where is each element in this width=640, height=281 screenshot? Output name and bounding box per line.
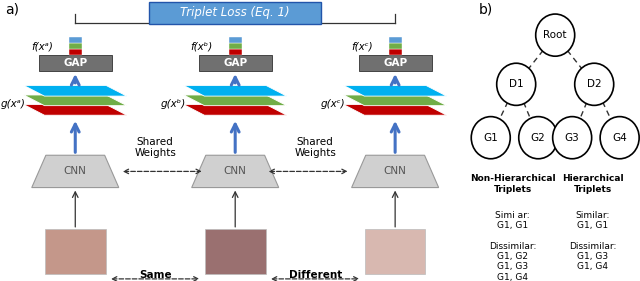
Text: Different
Group/Class: Different Group/Class bbox=[280, 270, 350, 281]
Bar bbox=[388, 43, 402, 49]
Text: GAP: GAP bbox=[383, 58, 407, 68]
Text: Hierarchical
Triplets: Hierarchical Triplets bbox=[562, 174, 623, 194]
Text: GAP: GAP bbox=[223, 58, 247, 68]
Bar bbox=[228, 43, 242, 49]
Polygon shape bbox=[184, 95, 287, 106]
Ellipse shape bbox=[497, 63, 536, 105]
Polygon shape bbox=[344, 85, 447, 96]
Text: Dissimilar:
G1, G2
G1, G3
G1, G4: Dissimilar: G1, G2 G1, G3 G1, G4 bbox=[489, 242, 536, 281]
Polygon shape bbox=[344, 105, 447, 115]
Bar bbox=[39, 55, 112, 71]
FancyBboxPatch shape bbox=[365, 229, 426, 274]
Bar bbox=[199, 55, 271, 71]
Text: CNN: CNN bbox=[224, 166, 246, 176]
Text: Root: Root bbox=[543, 30, 567, 40]
Text: CNN: CNN bbox=[384, 166, 406, 176]
Text: D2: D2 bbox=[587, 79, 602, 89]
Text: f(xᵇ): f(xᵇ) bbox=[190, 41, 212, 51]
Bar bbox=[228, 49, 242, 55]
Text: G3: G3 bbox=[564, 133, 580, 143]
Polygon shape bbox=[24, 85, 127, 96]
Text: Triplet Loss (Eq. 1): Triplet Loss (Eq. 1) bbox=[180, 6, 290, 19]
Text: Non-Hierarchical
Triplets: Non-Hierarchical Triplets bbox=[470, 174, 556, 194]
Ellipse shape bbox=[471, 117, 510, 159]
Polygon shape bbox=[24, 95, 127, 106]
Text: CNN: CNN bbox=[64, 166, 86, 176]
Text: Dissimilar:
G1, G3
G1, G4: Dissimilar: G1, G3 G1, G4 bbox=[569, 242, 616, 271]
Text: a): a) bbox=[4, 3, 19, 17]
Text: Similar:
G1, G1: Similar: G1, G1 bbox=[575, 211, 610, 230]
FancyBboxPatch shape bbox=[149, 2, 321, 24]
Text: Shared
Weights: Shared Weights bbox=[294, 137, 336, 158]
Polygon shape bbox=[184, 105, 287, 115]
Text: b): b) bbox=[479, 3, 493, 17]
Text: g(xᶜ): g(xᶜ) bbox=[321, 99, 346, 109]
Text: D1: D1 bbox=[509, 79, 524, 89]
Text: Same
Group/Class: Same Group/Class bbox=[120, 270, 190, 281]
Bar bbox=[68, 37, 82, 43]
Polygon shape bbox=[344, 95, 447, 106]
Bar bbox=[228, 37, 242, 43]
Ellipse shape bbox=[519, 117, 557, 159]
FancyBboxPatch shape bbox=[45, 229, 106, 274]
Bar bbox=[388, 37, 402, 43]
Bar bbox=[68, 49, 82, 55]
Ellipse shape bbox=[575, 63, 614, 105]
Text: G1: G1 bbox=[483, 133, 498, 143]
Text: G2: G2 bbox=[531, 133, 546, 143]
Bar bbox=[358, 55, 431, 71]
Text: G4: G4 bbox=[612, 133, 627, 143]
Polygon shape bbox=[184, 85, 287, 96]
FancyBboxPatch shape bbox=[205, 229, 266, 274]
Polygon shape bbox=[24, 105, 127, 115]
Text: f(xᵃ): f(xᵃ) bbox=[31, 41, 52, 51]
Polygon shape bbox=[32, 155, 119, 188]
Bar bbox=[68, 43, 82, 49]
Polygon shape bbox=[351, 155, 438, 188]
Polygon shape bbox=[192, 155, 278, 188]
Text: f(xᶜ): f(xᶜ) bbox=[351, 41, 372, 51]
Text: g(xᵇ): g(xᵇ) bbox=[161, 99, 186, 109]
Text: g(xᵃ): g(xᵃ) bbox=[1, 99, 26, 109]
Text: GAP: GAP bbox=[63, 58, 87, 68]
Bar bbox=[388, 49, 402, 55]
Ellipse shape bbox=[553, 117, 591, 159]
Text: Shared
Weights: Shared Weights bbox=[134, 137, 176, 158]
Ellipse shape bbox=[536, 14, 575, 56]
Text: Simi ar:
G1, G1: Simi ar: G1, G1 bbox=[495, 211, 530, 230]
Ellipse shape bbox=[600, 117, 639, 159]
